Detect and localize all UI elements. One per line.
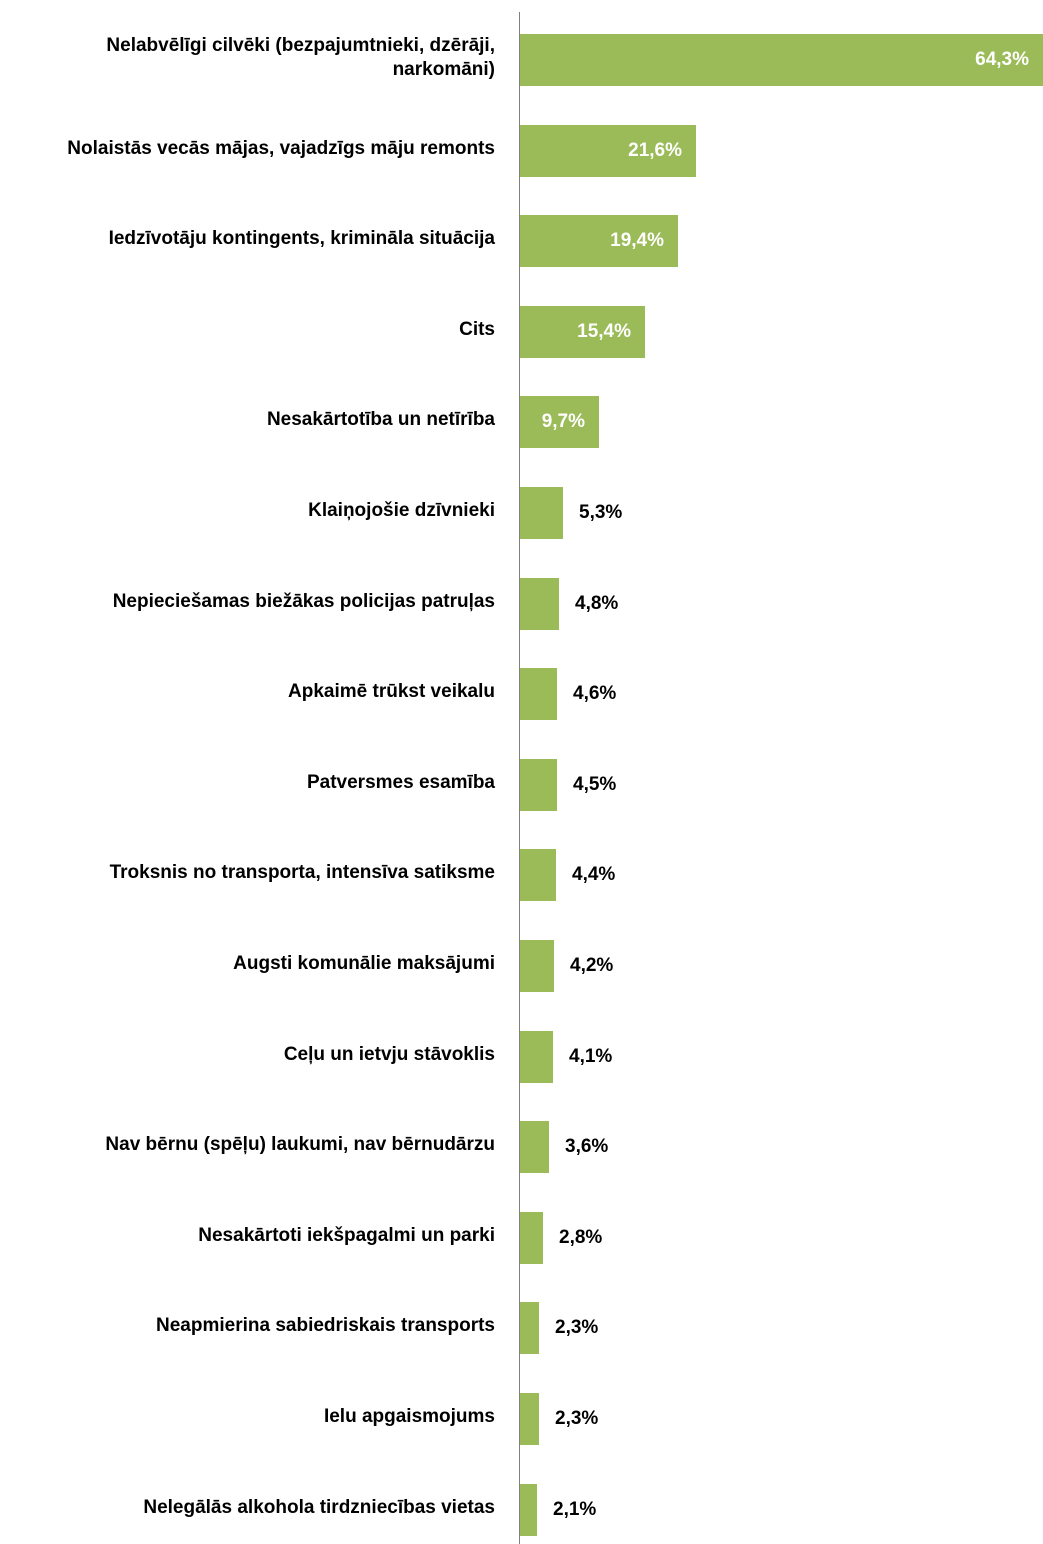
- category-label-line: Nesakārtotība un netīrība: [266, 409, 495, 431]
- data-label: 4,5%: [573, 773, 617, 795]
- bar: [520, 487, 563, 539]
- bar: [520, 940, 554, 992]
- bar: [520, 1121, 549, 1174]
- category-label-line: Apkaimē trūkst veikalu: [288, 681, 495, 703]
- bar: [520, 305, 645, 358]
- data-label: 64,3%: [975, 49, 1029, 70]
- bar: [520, 1483, 537, 1536]
- category-label: Neapmierina sabiedriskais transports: [0, 1314, 495, 1338]
- category-label-line: Nepieciešamas biežākas policijas patruļa…: [112, 590, 495, 612]
- category-label: Nesakārtoti iekšpagalmi un parki: [0, 1224, 495, 1248]
- category-label-line: Neapmierina sabiedriskais transports: [156, 1315, 495, 1337]
- data-label: 21,6%: [628, 139, 682, 161]
- category-label-line: Nav bērnu (spēļu) laukumi, nav bērnudārz…: [105, 1134, 495, 1156]
- bar: [520, 396, 599, 449]
- data-label: 4,8%: [575, 592, 619, 614]
- category-label-line: Patversmes esamība: [306, 771, 495, 793]
- bar: [520, 215, 678, 268]
- data-label: 9,7%: [541, 411, 585, 433]
- category-label-line: Nesakārtoti iekšpagalmi un parki: [198, 1224, 495, 1246]
- category-label-line: Nelegālās alkohola tirdzniecības vietas: [143, 1496, 495, 1518]
- category-label-line: narkomāni): [392, 59, 495, 80]
- data-label: 2,1%: [553, 1498, 597, 1520]
- category-label: Nesakārtotība un netīrība: [0, 408, 495, 432]
- bar: [520, 1302, 539, 1355]
- data-label: 2,3%: [555, 1317, 599, 1339]
- data-label: 4,1%: [569, 1045, 613, 1067]
- category-label: Apkaimē trūkst veikalu: [0, 680, 495, 704]
- category-label-line: Nolaistās vecās mājas, vajadzīgs māju re…: [67, 137, 495, 159]
- category-label-line: Ielu apgaismojums: [323, 1406, 495, 1427]
- bar: [520, 124, 696, 177]
- bar: [520, 849, 556, 902]
- category-label-line: Iedzīvotāju kontingents, krimināla situā…: [108, 228, 495, 250]
- category-label: Augsti komunālie maksājumi: [0, 952, 495, 976]
- category-label-line: Troksnis no transporta, intensīva satiks…: [109, 862, 495, 884]
- category-label: Ceļu un ietvju stāvoklis: [0, 1043, 495, 1067]
- category-label: Troksnis no transporta, intensīva satiks…: [0, 861, 495, 885]
- bar: [520, 758, 557, 811]
- category-label: Nelabvēlīgi cilvēki (bezpajumtnieki, dzē…: [0, 34, 495, 82]
- bar: [520, 34, 1043, 86]
- data-label: 4,2%: [570, 955, 614, 976]
- category-label-line: Klaiņojošie dzīvnieki: [308, 500, 495, 521]
- category-label: Nepieciešamas biežākas policijas patruļa…: [0, 590, 495, 614]
- category-label: Nelegālās alkohola tirdzniecības vietas: [0, 1496, 495, 1520]
- category-label-line: Augsti komunālie maksājumi: [233, 953, 495, 974]
- category-axis-line: [519, 12, 520, 1544]
- category-label: Nav bērnu (spēļu) laukumi, nav bērnudārz…: [0, 1133, 495, 1157]
- data-label: 5,3%: [579, 502, 623, 523]
- category-label: Iedzīvotāju kontingents, krimināla situā…: [0, 227, 495, 251]
- category-label: Nolaistās vecās mājas, vajadzīgs māju re…: [0, 137, 495, 161]
- category-label-line: Nelabvēlīgi cilvēki (bezpajumtnieki, dzē…: [106, 35, 495, 56]
- category-label-line: Cits: [459, 318, 495, 340]
- data-label: 2,8%: [559, 1226, 603, 1248]
- category-label: Cits: [0, 318, 495, 342]
- bar: [520, 668, 557, 721]
- category-label: Ielu apgaismojums: [0, 1405, 495, 1429]
- bar: [520, 577, 559, 630]
- bar: [520, 1211, 543, 1264]
- data-label: 3,6%: [565, 1136, 609, 1158]
- data-label: 2,3%: [555, 1408, 599, 1429]
- data-label: 15,4%: [577, 320, 631, 342]
- bar: [520, 1030, 553, 1083]
- data-label: 4,6%: [573, 683, 617, 705]
- data-label: 4,4%: [572, 864, 616, 886]
- bar: [520, 1393, 539, 1445]
- data-label: 19,4%: [610, 230, 664, 252]
- category-label: Patversmes esamība: [0, 771, 495, 795]
- category-label-line: Ceļu un ietvju stāvoklis: [283, 1043, 495, 1065]
- category-label: Klaiņojošie dzīvnieki: [0, 499, 495, 523]
